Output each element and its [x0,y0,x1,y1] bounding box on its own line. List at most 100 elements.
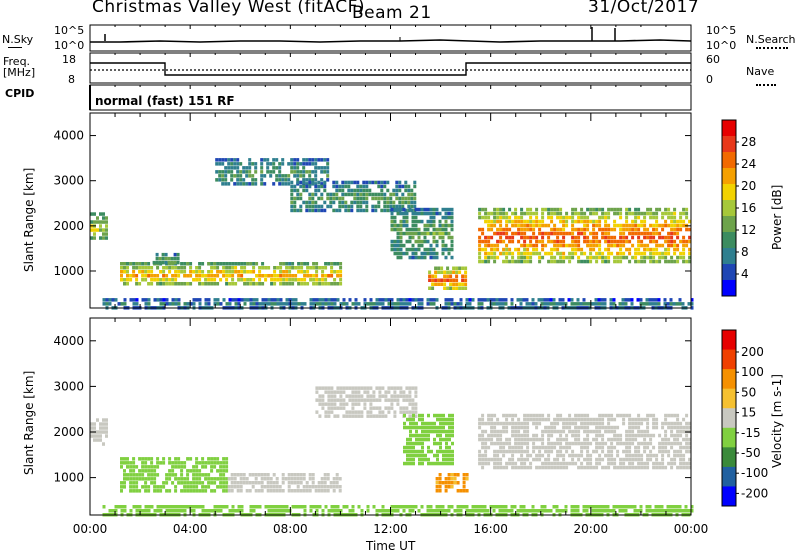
data-cell [312,262,316,266]
data-cell [135,266,139,270]
data-cell [688,219,692,224]
velocity-ylabel: Slant Range [km] [22,370,36,475]
data-cell [327,386,331,390]
data-cell [439,429,442,434]
data-cell [276,298,280,302]
data-cell [508,413,512,418]
data-cell [511,433,515,438]
data-cell [275,178,279,182]
data-cell [682,457,686,462]
data-cell [383,196,387,201]
data-cell [544,243,548,248]
data-cell [129,461,133,465]
nave-tick-high: 60 [706,53,720,66]
data-cell [303,274,307,278]
data-cell [508,461,512,466]
data-cell [174,302,178,306]
data-cell [230,162,234,166]
data-cell [574,413,578,418]
data-cell [236,489,240,493]
data-cell [502,453,506,458]
data-cell [607,231,611,236]
data-cell [453,473,457,477]
data-cell [390,243,394,248]
data-cell [595,425,599,430]
data-cell [688,445,692,450]
data-cell [221,162,225,166]
data-cell [260,174,264,178]
data-cell [586,413,590,418]
data-cell [420,239,424,244]
data-cell [559,449,563,454]
data-cell [655,421,659,426]
x-tick-label: 16:00 [473,522,508,536]
data-cell [449,274,453,278]
data-cell [410,192,414,197]
data-cell [601,417,605,422]
data-cell [547,445,551,450]
data-cell [153,469,157,473]
data-cell [291,302,295,306]
data-cell [300,278,304,282]
data-cell [628,413,632,418]
data-cell [480,509,484,513]
data-cell [595,417,599,422]
data-cell [258,270,262,274]
data-cell [102,232,105,236]
data-cell [413,200,417,205]
data-cell [547,425,551,430]
data-cell [390,402,394,406]
data-cell [227,166,231,170]
data-cell [437,270,441,274]
data-cell [511,211,515,216]
data-cell [317,208,321,213]
data-cell [248,162,252,166]
data-cell [207,461,211,465]
data-cell [299,184,303,189]
data-cell [180,282,184,286]
freq-trace [90,62,691,76]
data-cell [165,477,169,481]
data-cell [673,223,677,228]
data-cell [108,298,112,302]
data-cell [219,481,223,485]
data-cell [459,505,463,509]
colorbar-tick-label: 15 [741,406,756,420]
data-cell [297,262,301,266]
data-cell [126,266,129,270]
data-cell [561,302,565,306]
data-cell [311,481,315,485]
data-cell [487,457,491,462]
data-cell [336,282,340,286]
data-cell [496,211,500,216]
data-cell [490,211,494,216]
data-cell [481,429,485,434]
data-cell [640,453,644,458]
data-cell [456,505,460,509]
data-cell [357,386,361,390]
data-cell [622,457,626,462]
data-cell [634,457,638,462]
data-cell [685,433,689,438]
data-cell [442,421,445,426]
data-cell [245,489,249,493]
data-cell [423,235,427,240]
data-cell [357,410,361,414]
colorbar-swatch [722,388,736,409]
data-cell [258,302,262,306]
data-cell [255,262,259,266]
data-cell [336,262,340,266]
data-cell [451,441,454,446]
data-cell [300,505,304,509]
data-cell [442,453,445,458]
data-cell [402,215,406,220]
data-cell [574,429,578,434]
data-cell [177,266,181,270]
data-cell [625,441,629,446]
data-cell [222,485,226,489]
data-cell [411,402,415,406]
data-cell [162,481,166,485]
data-cell [377,180,381,185]
data-cell [353,188,357,193]
data-cell [499,433,503,438]
